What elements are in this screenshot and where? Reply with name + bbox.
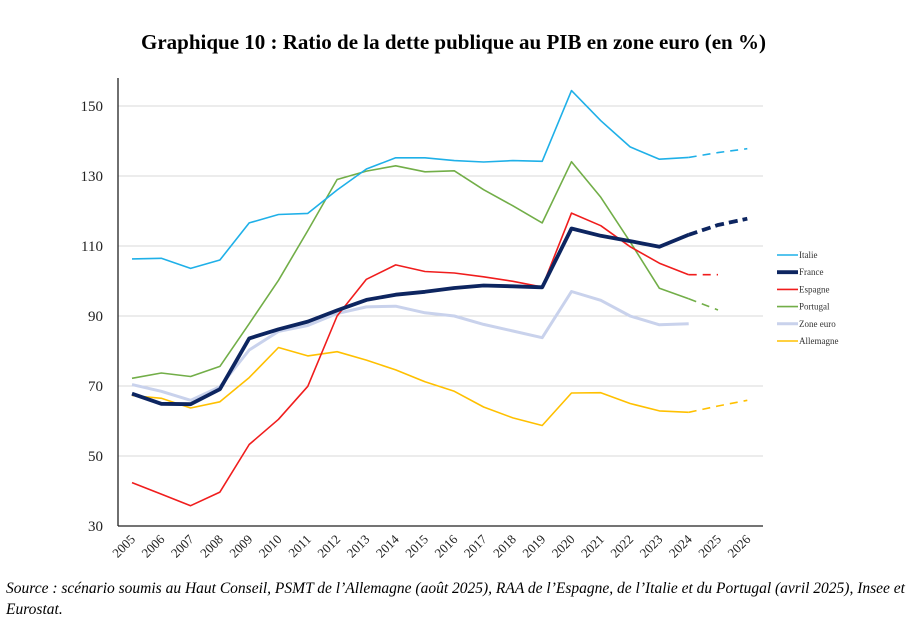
- x-tick-label: 2006: [138, 531, 167, 560]
- x-tick-label: 2017: [461, 531, 490, 560]
- y-tick-label: 70: [88, 379, 103, 395]
- legend-item-portugal: Portugal: [777, 302, 830, 312]
- x-tick-label: 2008: [197, 532, 226, 561]
- axes: [117, 78, 763, 527]
- y-tick-label: 150: [81, 99, 104, 115]
- series-projection-allemagne: [688, 399, 748, 414]
- y-tick-label: 50: [88, 449, 103, 465]
- legend: Italie France Espagne Portugal Zone euro Alle…: [777, 250, 839, 346]
- x-tick-label: 2023: [637, 532, 666, 561]
- series-projection-italie: [688, 147, 748, 159]
- x-tick-label: 2016: [431, 531, 460, 560]
- x-tick-label: 2025: [695, 532, 724, 561]
- x-tick-label: 2022: [607, 532, 636, 561]
- x-tick-label: 2012: [314, 532, 343, 561]
- x-tick-label: 2019: [519, 532, 548, 561]
- series-line-italie: [131, 89, 689, 270]
- legend-label: Portugal: [799, 302, 830, 312]
- legend-label: Zone euro: [799, 319, 836, 329]
- x-axis-ticks: 2005 2006 2007 2008 2009 2010 2011 2012 2013 2014…: [109, 531, 754, 560]
- x-tick-label: 2015: [402, 532, 431, 561]
- legend-item-allemagne: Allemagne: [777, 336, 839, 346]
- x-tick-label: 2011: [285, 532, 314, 561]
- series-line-portugal: [131, 160, 689, 380]
- y-axis-ticks: 30 50 70 90 110 130 150: [81, 99, 104, 535]
- x-tick-label: 2020: [549, 532, 578, 561]
- legend-item-france: France: [777, 267, 824, 277]
- series-line-zone-euro: [131, 290, 689, 402]
- source-note: Source : scénario soumis au Haut Conseil…: [6, 580, 905, 618]
- legend-item-italie: Italie: [777, 250, 818, 260]
- series-projection-france: [688, 216, 748, 237]
- x-tick-label: 2014: [373, 531, 402, 560]
- x-tick-label: 2009: [226, 532, 255, 561]
- series-line-espagne: [131, 212, 689, 507]
- series-line-france: [131, 226, 690, 407]
- legend-label: Allemagne: [799, 336, 839, 346]
- x-tick-label: 2026: [724, 531, 753, 560]
- legend-item-zone-euro: Zone euro: [777, 319, 836, 329]
- legend-label: France: [799, 267, 824, 277]
- legend-item-espagne: Espagne: [777, 284, 830, 294]
- x-tick-label: 2018: [490, 532, 519, 561]
- x-tick-label: 2010: [256, 532, 285, 561]
- series-lines: [131, 89, 748, 507]
- series-line-allemagne: [131, 346, 689, 427]
- x-tick-label: 2007: [168, 531, 197, 560]
- series-projection-portugal: [688, 298, 719, 311]
- x-tick-label: 2005: [109, 532, 138, 561]
- x-tick-label: 2013: [344, 532, 373, 561]
- y-tick-label: 130: [81, 169, 104, 185]
- y-tick-label: 110: [81, 239, 103, 255]
- legend-label: Espagne: [799, 284, 830, 294]
- chart-title: Graphique 10 : Ratio de la dette publiqu…: [141, 30, 766, 54]
- x-tick-label: 2021: [578, 532, 607, 561]
- y-tick-label: 90: [88, 309, 103, 325]
- x-tick-label: 2024: [666, 531, 695, 560]
- legend-label: Italie: [799, 250, 818, 260]
- y-tick-label: 30: [88, 519, 103, 535]
